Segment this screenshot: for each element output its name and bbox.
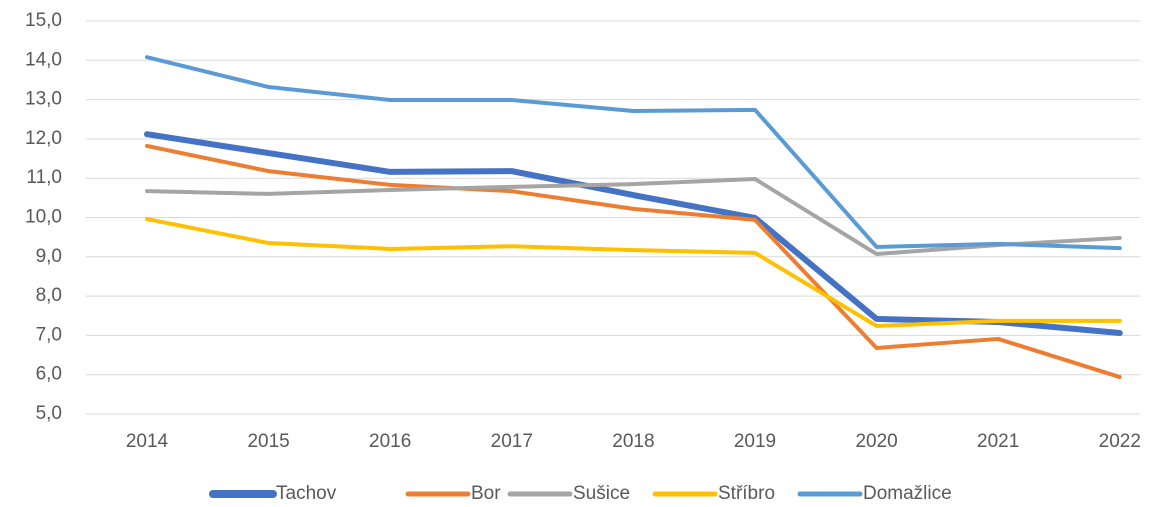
legend-label: Sušice <box>573 483 630 504</box>
series-line <box>145 176 1122 257</box>
series-line <box>145 217 1122 328</box>
x-tick-label: 2016 <box>369 431 411 452</box>
y-tick-label: 13,0 <box>25 89 62 110</box>
legend-label: Domažlice <box>863 483 952 504</box>
x-tick-label: 2017 <box>491 431 533 452</box>
series-line <box>144 131 1123 337</box>
x-tick-label: 2015 <box>247 431 289 452</box>
y-tick-label: 12,0 <box>25 128 62 149</box>
x-tick-label: 2020 <box>855 431 897 452</box>
y-tick-label: 6,0 <box>36 364 62 385</box>
series-line <box>145 55 1122 251</box>
y-tick-label: 14,0 <box>25 49 62 70</box>
y-tick-label: 10,0 <box>25 207 62 228</box>
series-line <box>145 143 1122 380</box>
x-tick-label: 2021 <box>977 431 1019 452</box>
x-tick-label: 2022 <box>1099 431 1141 452</box>
legend-label: Stříbro <box>718 483 775 504</box>
y-tick-label: 11,0 <box>26 167 62 188</box>
y-tick-label: 8,0 <box>36 285 62 306</box>
x-tick-label: 2018 <box>612 431 654 452</box>
x-tick-label: 2014 <box>126 431 169 452</box>
legend-label: Tachov <box>276 483 337 504</box>
y-tick-label: 15,0 <box>25 10 62 31</box>
y-tick-label: 7,0 <box>36 324 62 345</box>
y-tick-label: 5,0 <box>36 403 62 424</box>
x-tick-label: 2019 <box>734 431 776 452</box>
y-tick-label: 9,0 <box>36 246 62 267</box>
legend-label: Bor <box>471 483 501 504</box>
